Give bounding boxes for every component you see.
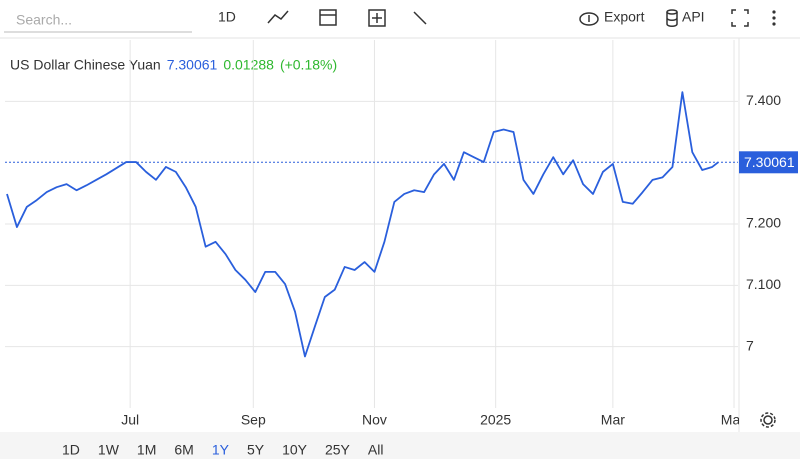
- y-tick-label: 7: [746, 337, 754, 353]
- plot-area: Jul Sep Nov 2025 Mar May: [5, 40, 747, 428]
- range-button[interactable]: 5Y: [247, 442, 265, 458]
- change-percent: (+0.18%): [280, 57, 337, 73]
- x-tick-label: Nov: [362, 412, 387, 428]
- range-button[interactable]: 25Y: [325, 442, 351, 458]
- price-line: [6, 91, 719, 358]
- x-tick-label: May: [721, 412, 747, 428]
- add-icon[interactable]: [368, 9, 386, 27]
- range-buttons: 1D 1W 1M 6M 1Y 5Y 10Y 25Y All: [62, 442, 383, 458]
- range-bar: [0, 432, 800, 459]
- settings-icon[interactable]: [760, 412, 776, 428]
- change-value: 0.01288: [223, 57, 274, 73]
- x-tick-label: 2025: [480, 412, 511, 428]
- chart-title: US Dollar Chinese Yuan: [10, 57, 161, 73]
- tools-icon[interactable]: [413, 11, 427, 25]
- last-value: 7.30061: [167, 57, 218, 73]
- menu-icon[interactable]: [772, 10, 776, 26]
- search-box[interactable]: Search...: [16, 12, 72, 28]
- range-button[interactable]: All: [368, 442, 384, 458]
- api-icon[interactable]: [666, 9, 678, 27]
- last-value-label: 7.30061: [744, 154, 795, 170]
- x-tick-label: Jul: [121, 412, 139, 428]
- axis-area: 7 7.100 7.200 7.400 7.30061: [739, 92, 798, 353]
- interval-button[interactable]: 1D: [218, 9, 236, 25]
- fullscreen-icon[interactable]: [731, 9, 749, 27]
- chart-type-icon[interactable]: [267, 10, 289, 24]
- y-tick-label: 7.200: [746, 215, 781, 231]
- range-button[interactable]: 1Y: [212, 442, 230, 458]
- range-button[interactable]: 1W: [98, 442, 120, 458]
- export-button[interactable]: Export: [604, 9, 645, 25]
- y-tick-label: 7.100: [746, 276, 781, 292]
- range-button[interactable]: 1M: [137, 442, 156, 458]
- y-tick-label: 7.400: [746, 92, 781, 108]
- range-button[interactable]: 6M: [174, 442, 193, 458]
- range-button[interactable]: 1D: [62, 442, 80, 458]
- range-button[interactable]: 10Y: [282, 442, 308, 458]
- x-tick-label: Mar: [601, 412, 625, 428]
- x-tick-label: Sep: [241, 412, 266, 428]
- api-button[interactable]: API: [682, 9, 705, 25]
- calendar-icon[interactable]: [319, 9, 337, 26]
- export-icon[interactable]: [579, 12, 599, 26]
- last-value-box: [739, 151, 798, 174]
